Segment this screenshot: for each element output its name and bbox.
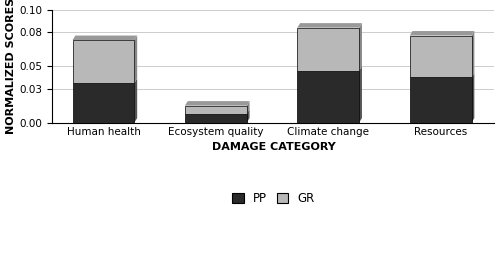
Polygon shape	[247, 101, 250, 114]
Bar	[410, 35, 472, 77]
Bar	[298, 28, 359, 70]
Polygon shape	[185, 101, 250, 106]
Polygon shape	[72, 35, 137, 40]
Bar	[410, 77, 472, 123]
Bar	[72, 83, 134, 123]
Polygon shape	[472, 31, 474, 77]
Legend: PP, GR: PP, GR	[227, 187, 320, 210]
Bar	[185, 106, 247, 114]
Polygon shape	[298, 23, 362, 28]
X-axis label: DAMAGE CATEGORY: DAMAGE CATEGORY	[212, 142, 336, 152]
Polygon shape	[359, 66, 362, 123]
Polygon shape	[134, 35, 137, 83]
Polygon shape	[410, 31, 474, 35]
Bar	[298, 70, 359, 123]
Polygon shape	[359, 23, 362, 70]
Bar	[72, 40, 134, 83]
Y-axis label: NORMALIZED SCORES: NORMALIZED SCORES	[6, 0, 16, 134]
Polygon shape	[247, 109, 250, 123]
Bar	[185, 114, 247, 123]
Polygon shape	[472, 73, 474, 123]
Polygon shape	[134, 79, 137, 123]
